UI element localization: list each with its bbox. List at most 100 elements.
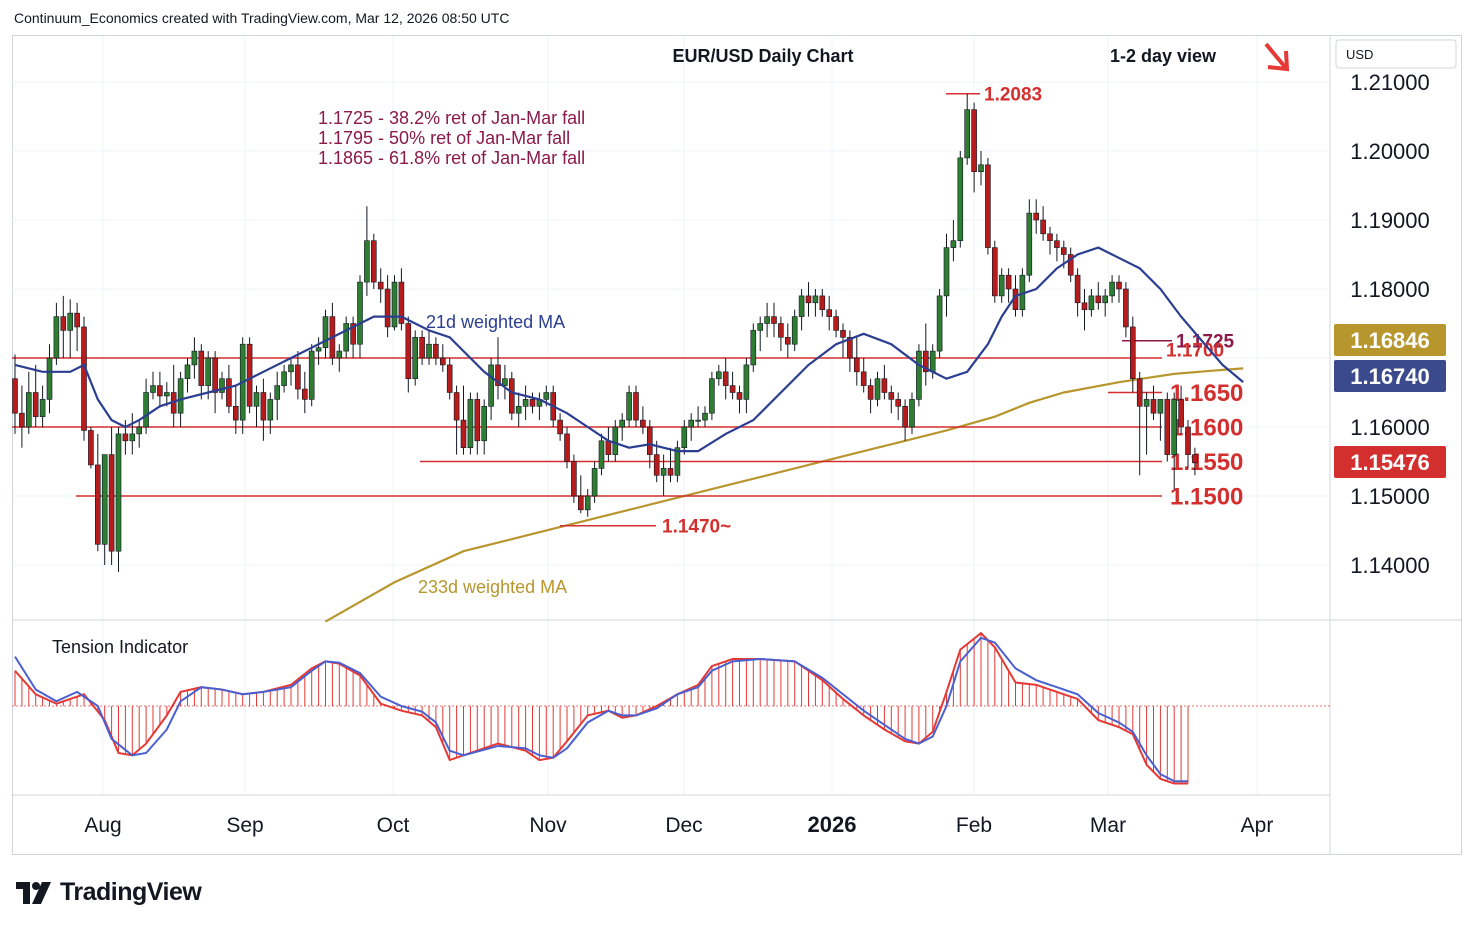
candle[interactable] (985, 157, 991, 255)
candle[interactable] (191, 337, 198, 379)
candle[interactable] (308, 344, 315, 407)
candle[interactable] (481, 399, 488, 455)
candle[interactable] (605, 427, 612, 462)
candle[interactable] (612, 420, 619, 462)
candle[interactable] (674, 440, 681, 483)
candle[interactable] (736, 385, 743, 414)
candle[interactable] (902, 399, 908, 441)
candle[interactable] (495, 337, 501, 400)
candle[interactable] (778, 316, 784, 352)
candle[interactable] (143, 378, 149, 434)
candle[interactable] (709, 371, 715, 421)
candle[interactable] (115, 427, 122, 572)
candle[interactable] (301, 371, 308, 414)
candle[interactable] (184, 358, 191, 393)
candle[interactable] (253, 385, 260, 427)
candle[interactable] (460, 385, 467, 455)
candle[interactable] (1095, 282, 1102, 310)
candle[interactable] (391, 275, 398, 331)
candle[interactable] (1026, 199, 1033, 283)
candle[interactable] (1116, 275, 1122, 303)
candle[interactable] (1136, 371, 1143, 476)
candle[interactable] (943, 233, 950, 317)
candle[interactable] (1178, 385, 1184, 434)
candle[interactable] (695, 406, 701, 427)
candle[interactable] (246, 337, 253, 414)
candle[interactable] (453, 385, 460, 455)
candle[interactable] (233, 385, 239, 434)
candle[interactable] (950, 220, 957, 262)
candle[interactable] (1081, 289, 1088, 331)
candle[interactable] (826, 295, 833, 331)
candle[interactable] (598, 433, 605, 476)
candle[interactable] (446, 358, 453, 400)
candle[interactable] (536, 392, 543, 421)
candle[interactable] (591, 461, 598, 503)
candle[interactable] (626, 385, 632, 427)
candle[interactable] (350, 316, 356, 358)
candle[interactable] (1192, 447, 1198, 476)
candle[interactable] (633, 385, 639, 427)
candle[interactable] (1143, 392, 1150, 455)
candle[interactable] (1054, 233, 1060, 262)
candle[interactable] (129, 413, 136, 455)
candle[interactable] (584, 489, 591, 517)
candle[interactable] (1123, 282, 1129, 338)
candle[interactable] (743, 358, 750, 414)
candle[interactable] (784, 323, 791, 359)
candle[interactable] (819, 289, 826, 317)
candle[interactable] (101, 454, 108, 565)
candle[interactable] (715, 364, 722, 386)
candle[interactable] (853, 337, 860, 386)
candle[interactable] (1074, 268, 1081, 317)
candle[interactable] (32, 364, 39, 427)
tradingview-logo[interactable]: TradingView (16, 878, 202, 907)
candle[interactable] (805, 282, 812, 317)
candle[interactable] (1164, 392, 1171, 462)
candle[interactable] (267, 392, 274, 434)
candle[interactable] (329, 302, 336, 365)
candle[interactable] (53, 302, 60, 365)
candle[interactable] (88, 427, 94, 469)
candle[interactable] (681, 420, 688, 455)
candle[interactable] (991, 240, 998, 303)
candle[interactable] (322, 309, 329, 358)
candle[interactable] (998, 268, 1005, 303)
candle[interactable] (108, 427, 115, 565)
candle[interactable] (922, 323, 929, 386)
candle[interactable] (150, 371, 156, 400)
candle[interactable] (1185, 420, 1191, 469)
candle[interactable] (412, 330, 419, 386)
candle[interactable] (1033, 199, 1039, 234)
candle[interactable] (81, 316, 87, 441)
candle[interactable] (874, 371, 881, 407)
candle[interactable] (653, 440, 660, 483)
candle[interactable] (964, 93, 971, 165)
candle[interactable] (895, 392, 902, 421)
candle[interactable] (1005, 268, 1012, 303)
candle[interactable] (729, 371, 736, 400)
candle[interactable] (557, 413, 563, 441)
candle[interactable] (812, 289, 819, 317)
candle[interactable] (419, 330, 425, 365)
candle[interactable] (212, 351, 218, 414)
candle[interactable] (971, 102, 977, 193)
candle[interactable] (1157, 399, 1164, 441)
candle[interactable] (474, 392, 481, 455)
candle[interactable] (1067, 247, 1074, 283)
candle[interactable] (571, 454, 577, 503)
candle[interactable] (67, 299, 73, 358)
candle[interactable] (978, 151, 984, 186)
candle[interactable] (281, 364, 287, 393)
candle[interactable] (515, 392, 522, 428)
candle[interactable] (702, 406, 708, 427)
candle[interactable] (260, 378, 267, 441)
currency-box[interactable] (1335, 39, 1457, 69)
candle[interactable] (405, 316, 412, 393)
candle[interactable] (1088, 289, 1095, 317)
candle[interactable] (909, 392, 915, 434)
candle[interactable] (439, 344, 446, 372)
candle[interactable] (377, 268, 384, 303)
candle[interactable] (25, 371, 32, 434)
candle[interactable] (529, 392, 536, 414)
